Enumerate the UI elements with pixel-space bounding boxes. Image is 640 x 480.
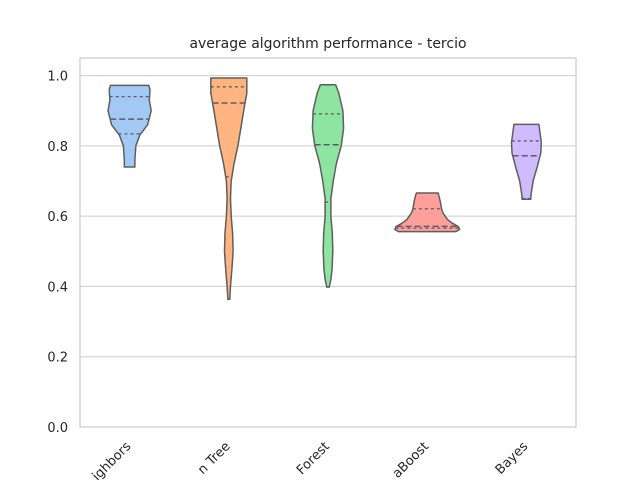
y-tick-label: 0.0 (47, 421, 68, 436)
y-tick-label: 0.2 (47, 351, 68, 366)
y-tick-label: 0.6 (47, 210, 68, 225)
violin-adaboost (394, 192, 461, 233)
violin-nearest-neighbors (107, 84, 152, 168)
violin-decision-tree (210, 77, 248, 301)
violin-body (510, 123, 543, 201)
violin-random-forest (311, 83, 345, 288)
y-tick-label: 0.8 (47, 140, 68, 155)
violin-body (107, 84, 152, 168)
chart-title: average algorithm performance - tercio (189, 36, 466, 52)
y-tick-label: 1.0 (47, 70, 68, 85)
y-axis-ticks: 0.0 0.2 0.4 0.6 0.8 1.0 (47, 70, 68, 436)
violin-body (311, 83, 345, 288)
plot-frame (79, 57, 577, 428)
y-tick-label: 0.4 (47, 280, 68, 295)
violin-body (394, 192, 461, 233)
violin-naive-bayes (510, 123, 543, 201)
violin-body (210, 77, 248, 301)
violins (107, 77, 543, 301)
